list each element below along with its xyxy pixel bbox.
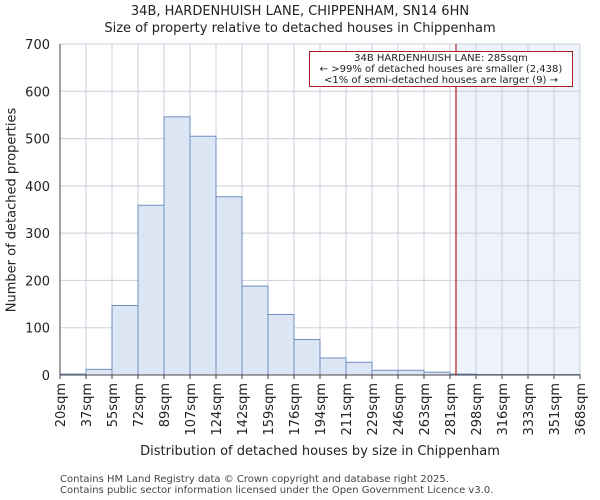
histogram-bar: [85, 368, 113, 376]
histogram-bar: [137, 204, 165, 376]
footer-licence: Contains public sector information licen…: [60, 485, 494, 496]
x-tick-label: 89sqm: [158, 383, 173, 427]
y-tick-label: 600: [25, 85, 50, 100]
x-tick-label: 229sqm: [366, 383, 381, 436]
footer-copyright: Contains HM Land Registry data © Crown c…: [60, 474, 449, 485]
histogram-bar: [215, 196, 243, 376]
x-tick-label: 142sqm: [236, 383, 251, 436]
x-tick-label: 298sqm: [470, 383, 485, 436]
chart-subtitle: Size of property relative to detached ho…: [104, 21, 496, 36]
y-tick-label: 200: [25, 274, 50, 289]
y-tick-label: 300: [25, 227, 50, 242]
x-tick-label: 176sqm: [288, 383, 303, 436]
histogram-bar: [397, 369, 425, 376]
y-tick-label: 400: [25, 180, 50, 195]
x-tick-label: 159sqm: [262, 383, 277, 436]
annotation-line-2: ← >99% of detached houses are smaller (2…: [319, 64, 563, 75]
y-tick-label: 500: [25, 133, 50, 148]
x-tick-label: 281sqm: [444, 383, 459, 436]
x-tick-label: 72sqm: [132, 383, 147, 427]
x-tick-label: 37sqm: [80, 383, 95, 427]
x-axis-label: Distribution of detached houses by size …: [140, 444, 500, 459]
larger-region-highlight: [455, 44, 580, 375]
chart-title: 34B, HARDENHUISH LANE, CHIPPENHAM, SN14 …: [130, 4, 470, 19]
histogram-bar: [111, 304, 139, 376]
x-tick-label: 246sqm: [392, 383, 407, 436]
histogram-bar: [319, 357, 347, 376]
histogram-bar: [163, 116, 191, 376]
x-tick-label: 194sqm: [314, 383, 329, 436]
histogram-bar: [293, 339, 321, 376]
y-tick-label: 700: [25, 38, 50, 53]
x-tick-label: 351sqm: [548, 383, 563, 436]
x-tick-label: 211sqm: [340, 383, 355, 436]
x-tick-label: 316sqm: [496, 383, 511, 436]
histogram-bar: [267, 313, 295, 376]
histogram-bar: [371, 369, 399, 376]
x-tick-label: 124sqm: [210, 383, 225, 436]
property-annotation-box: 34B HARDENHUISH LANE: 285sqm ← >99% of d…: [309, 51, 573, 87]
x-tick-label: 368sqm: [574, 383, 589, 436]
histogram-bar: [345, 361, 373, 376]
x-tick-label: 55sqm: [106, 383, 121, 427]
annotation-line-3: <1% of semi-detached houses are larger (…: [323, 75, 559, 86]
x-tick-label: 107sqm: [184, 383, 199, 436]
y-tick-label: 100: [25, 322, 50, 337]
histogram-bar: [241, 285, 269, 376]
histogram-bar: [189, 135, 217, 376]
annotation-line-1: 34B HARDENHUISH LANE: 285sqm: [354, 53, 528, 64]
x-tick-label: 333sqm: [522, 383, 537, 436]
y-tick-label: 0: [42, 369, 50, 384]
y-axis-label: Number of detached properties: [4, 107, 20, 313]
x-tick-label: 20sqm: [54, 383, 69, 427]
x-tick-label: 263sqm: [418, 383, 433, 436]
